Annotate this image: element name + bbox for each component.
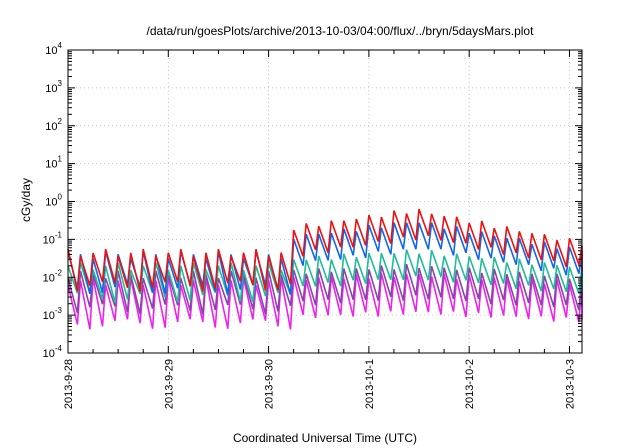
y-tick-label: 101	[45, 155, 62, 171]
series-line	[67, 263, 583, 315]
series-line	[67, 273, 583, 330]
y-tick-label: 10-3	[43, 306, 63, 322]
y-tick-label: 103	[45, 79, 62, 95]
y-tick-label: 102	[45, 117, 62, 133]
x-tick-label: 2013-9-28	[63, 359, 75, 409]
x-tick-label: 2013-10-3	[564, 359, 576, 409]
x-tick-label: 2013-9-30	[264, 359, 276, 409]
y-axis: 10-4 10-3 10-2 10-1 100 101 102 103 104	[43, 41, 582, 360]
series-layer	[67, 208, 583, 330]
y-tick-label: 10-2	[43, 268, 63, 284]
y-tick-label: 10-1	[43, 230, 63, 246]
series-line	[67, 208, 583, 292]
x-axis-label: Coordinated Universal Time (UTC)	[233, 431, 417, 445]
x-tick-label: 2013-9-29	[163, 359, 175, 409]
y-axis-label: cGy/day	[19, 178, 33, 222]
x-axis: 2013-9-28 2013-9-29 2013-9-30 2013-10-1 2013…	[63, 50, 576, 409]
y-tick-label: 104	[45, 41, 62, 57]
y-tick-label: 10-4	[43, 344, 63, 360]
chart-title: /data/run/goesPlots/archive/2013-10-03/0…	[147, 24, 535, 38]
x-tick-label: 2013-10-1	[364, 359, 376, 409]
x-tick-label: 2013-10-2	[464, 359, 476, 409]
y-tick-label: 100	[45, 193, 62, 209]
